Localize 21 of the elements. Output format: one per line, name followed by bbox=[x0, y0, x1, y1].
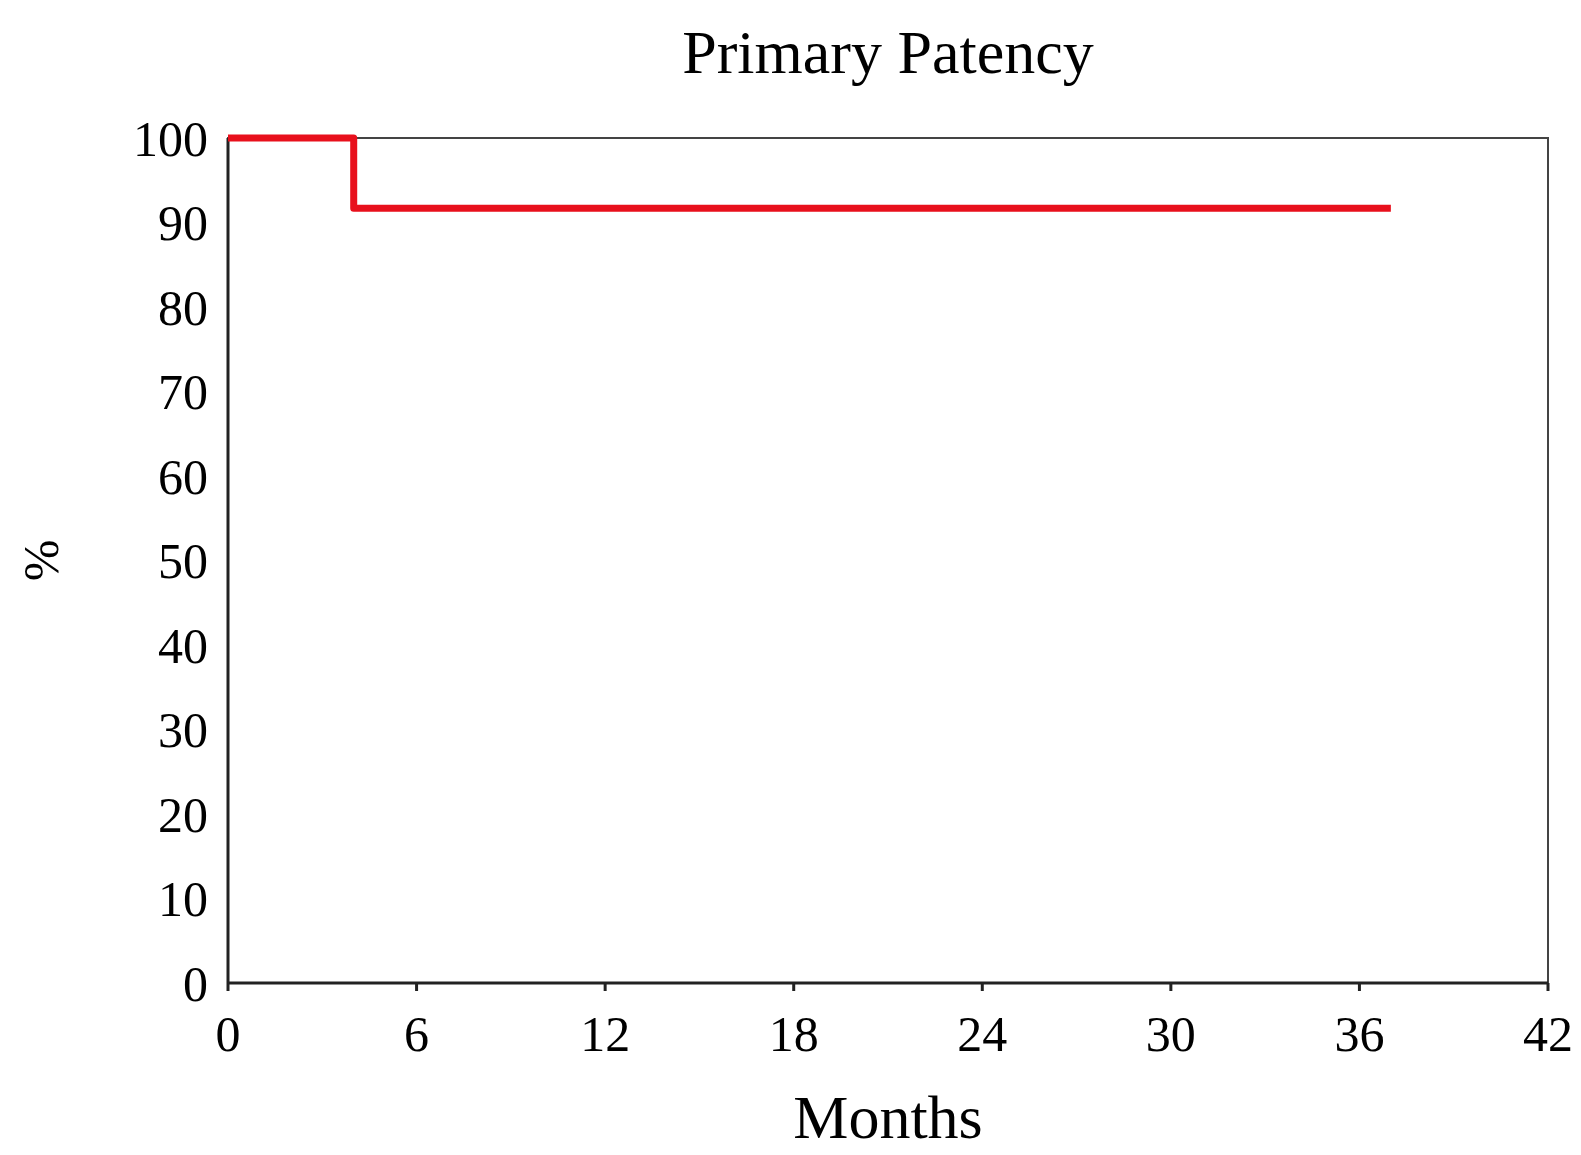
x-tick-label: 12 bbox=[580, 1006, 631, 1062]
y-tick-label: 20 bbox=[158, 786, 208, 843]
x-tick-label: 24 bbox=[957, 1006, 1008, 1062]
x-axis-title: Months bbox=[793, 1083, 983, 1151]
y-tick-label: 50 bbox=[158, 533, 208, 589]
x-tick-label: 36 bbox=[1334, 1006, 1385, 1062]
y-tick-label: 0 bbox=[183, 955, 208, 1012]
y-tick-label: 30 bbox=[158, 702, 208, 758]
y-tick-label: 10 bbox=[158, 871, 208, 927]
x-tick-label: 6 bbox=[404, 1006, 430, 1062]
y-tick-label: 90 bbox=[158, 195, 208, 251]
y-axis-title: % bbox=[13, 539, 69, 582]
x-tick-label: 30 bbox=[1145, 1006, 1196, 1062]
y-tick-label: 100 bbox=[133, 110, 208, 167]
x-tick-label: 18 bbox=[768, 1006, 819, 1062]
y-tick-label: 70 bbox=[158, 364, 208, 420]
y-tick-label: 80 bbox=[158, 279, 208, 336]
chart-title: Primary Patency bbox=[682, 18, 1094, 86]
x-tick-label: 42 bbox=[1523, 1006, 1573, 1062]
y-tick-label: 60 bbox=[158, 448, 208, 505]
y-tick-label: 40 bbox=[158, 617, 208, 674]
